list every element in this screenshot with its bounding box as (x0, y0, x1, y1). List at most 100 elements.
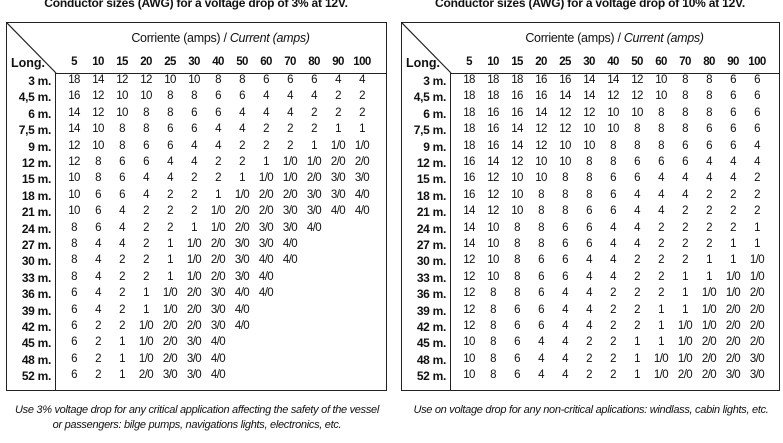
table-cell: 10 (583, 139, 595, 152)
column-header: 25 (559, 56, 571, 68)
table-cell: 4 (538, 336, 544, 349)
table-cell: 1 (167, 254, 173, 267)
column-header: 5 (466, 56, 472, 68)
table-cell: 10 (68, 188, 80, 201)
row-label: 6 m. (28, 106, 51, 121)
table-cell: 2 (287, 123, 293, 136)
table-cell: 4 (706, 172, 712, 185)
table-cell: 6 (71, 303, 77, 316)
row-label: 18 m. (21, 188, 51, 203)
table-cell: 16 (511, 90, 523, 103)
table-cell: 2/0 (725, 303, 741, 316)
table-cell: 1 (359, 123, 365, 136)
column-header: 100 (748, 56, 766, 68)
table-cell: 1/0 (701, 287, 717, 300)
table-cell: 6 (514, 352, 520, 365)
table-cell: 2 (191, 205, 197, 218)
table-cell: 6 (730, 106, 736, 119)
table-cell: 16 (535, 90, 547, 103)
table-cell: 2 (119, 287, 125, 300)
table-cell: 10 (655, 90, 667, 103)
column-header: 60 (260, 56, 272, 68)
table-cell: 2 (634, 270, 640, 283)
table-cell: 4/0 (210, 352, 226, 365)
table-title-3pct: Conductor sizes (AWG) for a voltage drop… (44, 0, 348, 10)
header-en: Current (amps) (229, 31, 310, 45)
table-cell: 10 (487, 221, 499, 234)
table-cell: 2/0 (749, 320, 765, 332)
column-header: 70 (679, 56, 691, 68)
table-cell: 6 (514, 303, 520, 316)
table-cell: 1 (706, 254, 712, 267)
table-cell: 1/0 (749, 254, 765, 267)
row-label: 33 m. (416, 270, 446, 285)
table-cell: 12 (487, 188, 499, 201)
table-cell: 8 (514, 254, 520, 267)
table-cell: 16 (487, 106, 499, 119)
table-cell: 2 (658, 221, 664, 234)
table-cell: 4 (658, 188, 664, 201)
table-cell: 6 (682, 156, 688, 168)
table-cell: 6 (191, 123, 197, 136)
table-cell: 1 (658, 303, 664, 316)
table-cell: 2/0 (701, 336, 717, 349)
table-cell: 4 (730, 172, 736, 185)
table-cell: 6 (538, 270, 544, 283)
table-cell: 8 (143, 123, 149, 136)
table-cell: 2 (610, 303, 616, 316)
table-cell: 6 (71, 320, 77, 332)
table-cell: 16 (535, 74, 547, 86)
table-cell: 4 (634, 188, 640, 201)
table-cell: 1/0 (162, 303, 178, 316)
current-header: Corriente (amps) / Current (amps) (55, 31, 386, 45)
row-label: 33 m. (21, 270, 51, 285)
table-cell: 2 (359, 90, 365, 103)
table-cell: 2 (658, 287, 664, 300)
table-cell: 8 (167, 106, 173, 119)
table-cell: 6 (95, 205, 101, 218)
table-cell: 2 (143, 221, 149, 234)
table-cell: 3/0 (282, 205, 298, 218)
table-cell: 4/0 (330, 205, 346, 218)
table-cell: 8 (167, 90, 173, 103)
table-cell: 6 (514, 320, 520, 332)
table-cell: 4/0 (234, 287, 250, 300)
table-cell: 2 (610, 352, 616, 365)
table-cell: 14 (583, 74, 595, 86)
row-label: 24 m. (416, 221, 446, 236)
row-label: 21 m. (416, 205, 446, 220)
table-cell: 8 (610, 156, 616, 168)
table-cell: 3/0 (725, 369, 741, 382)
table-cell: 2 (191, 172, 197, 185)
table-cell: 2/0 (186, 287, 202, 300)
table-cell: 3/0 (186, 369, 202, 382)
table-cell: 4 (754, 139, 760, 152)
table-cell: 16 (463, 188, 475, 201)
row-label: 3 m. (28, 74, 51, 88)
table-cell: 3/0 (234, 254, 250, 267)
table-cell: 2 (143, 205, 149, 218)
divider (55, 73, 386, 74)
table-cell: 8 (95, 172, 101, 185)
table-cell: 14 (583, 90, 595, 103)
table-cell: 1 (658, 320, 664, 332)
table-cell: 2 (119, 320, 125, 332)
table-cell: 2 (682, 254, 688, 267)
table-cell: 1 (682, 270, 688, 283)
table-cell: 6 (682, 139, 688, 152)
table-cell: 6 (610, 188, 616, 201)
table-cell: 3/0 (749, 369, 765, 382)
table-cell: 2 (658, 270, 664, 283)
table-cell: 2 (586, 352, 592, 365)
table-cell: 18 (463, 123, 475, 136)
table-cell: 4 (634, 238, 640, 250)
table-cell: 1 (215, 188, 221, 201)
column-header: 10 (92, 56, 104, 68)
table-cell: 12 (68, 139, 80, 152)
table-cell: 4/0 (234, 320, 250, 332)
table-cell: 6 (239, 90, 245, 103)
table-cell: 6 (586, 238, 592, 250)
table-cell: 1/0 (725, 270, 741, 283)
table-cell: 4 (586, 287, 592, 300)
table-cell: 6 (730, 139, 736, 152)
